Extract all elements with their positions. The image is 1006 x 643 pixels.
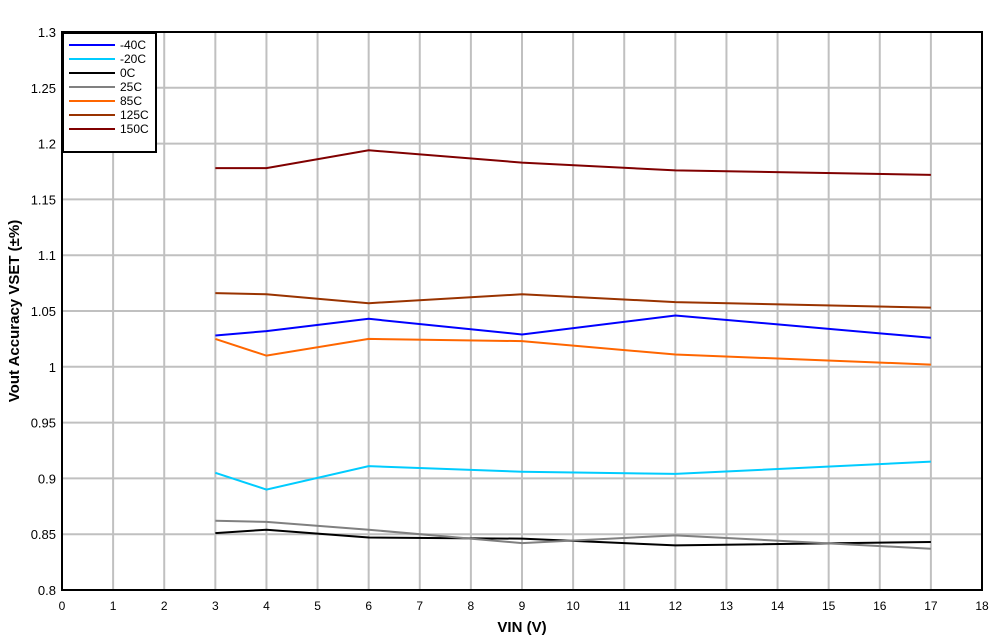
y-axis-label: Vout Accuracy VSET (±%) xyxy=(6,220,23,402)
x-tick-label: 12 xyxy=(669,599,683,613)
legend-label: 150C xyxy=(120,122,149,136)
y-tick-label: 1 xyxy=(49,360,56,375)
series-line--20C xyxy=(215,460,931,491)
y-tick-label: 1.2 xyxy=(38,137,56,152)
grid xyxy=(61,31,983,591)
series-line-25C xyxy=(215,519,931,550)
y-tick-label: 1.3 xyxy=(38,25,56,40)
y-tick-labels: 0.8 0.85 0.9 0.95 1 1.05 1.1 1.15 1.2 1.25 1.3 xyxy=(31,25,56,598)
y-tick-label: 1.05 xyxy=(31,304,56,319)
x-tick-label: 3 xyxy=(212,599,219,613)
series-lines xyxy=(215,149,931,550)
x-tick-label: 15 xyxy=(822,599,836,613)
y-tick-label: 1.1 xyxy=(38,248,56,263)
legend-label: 85C xyxy=(120,94,142,108)
legend-label: -20C xyxy=(120,52,146,66)
series-line--40C xyxy=(215,314,931,339)
x-tick-labels: 0 1 2 3 4 5 6 7 8 9 10 11 12 13 14 15 16 17 18 xyxy=(59,599,989,613)
y-tick-label: 1.15 xyxy=(31,192,56,207)
y-tick-label: 0.9 xyxy=(38,471,56,486)
x-tick-label: 14 xyxy=(771,599,785,613)
y-tick-label: 0.85 xyxy=(31,527,56,542)
x-tick-label: 18 xyxy=(975,599,989,613)
x-tick-label: 17 xyxy=(924,599,938,613)
y-tick-label: 0.8 xyxy=(38,583,56,598)
legend-label: -40C xyxy=(120,38,146,52)
x-tick-label: 6 xyxy=(365,599,372,613)
x-axis-label: VIN (V) xyxy=(497,619,546,636)
x-tick-label: 8 xyxy=(468,599,475,613)
series-line-125C xyxy=(215,292,931,309)
x-tick-label: 10 xyxy=(566,599,580,613)
x-tick-label: 7 xyxy=(416,599,423,613)
series-line-150C xyxy=(215,149,931,176)
y-tick-label: 1.25 xyxy=(31,81,56,96)
series-line-0C xyxy=(215,528,931,547)
x-tick-label: 11 xyxy=(618,599,631,613)
legend-label: 125C xyxy=(120,108,149,122)
x-tick-label: 0 xyxy=(59,599,66,613)
series-line-85C xyxy=(215,337,931,366)
legend-label: 0C xyxy=(120,66,136,80)
x-tick-label: 4 xyxy=(263,599,270,613)
x-tick-label: 16 xyxy=(873,599,887,613)
x-tick-label: 2 xyxy=(161,599,168,613)
plot-frame xyxy=(61,31,983,591)
x-tick-label: 9 xyxy=(519,599,526,613)
legend-box xyxy=(62,32,157,153)
y-tick-label: 0.95 xyxy=(31,416,56,431)
x-tick-label: 1 xyxy=(110,599,117,613)
x-tick-label: 13 xyxy=(720,599,734,613)
legend-label: 25C xyxy=(120,80,142,94)
x-tick-label: 5 xyxy=(314,599,321,613)
